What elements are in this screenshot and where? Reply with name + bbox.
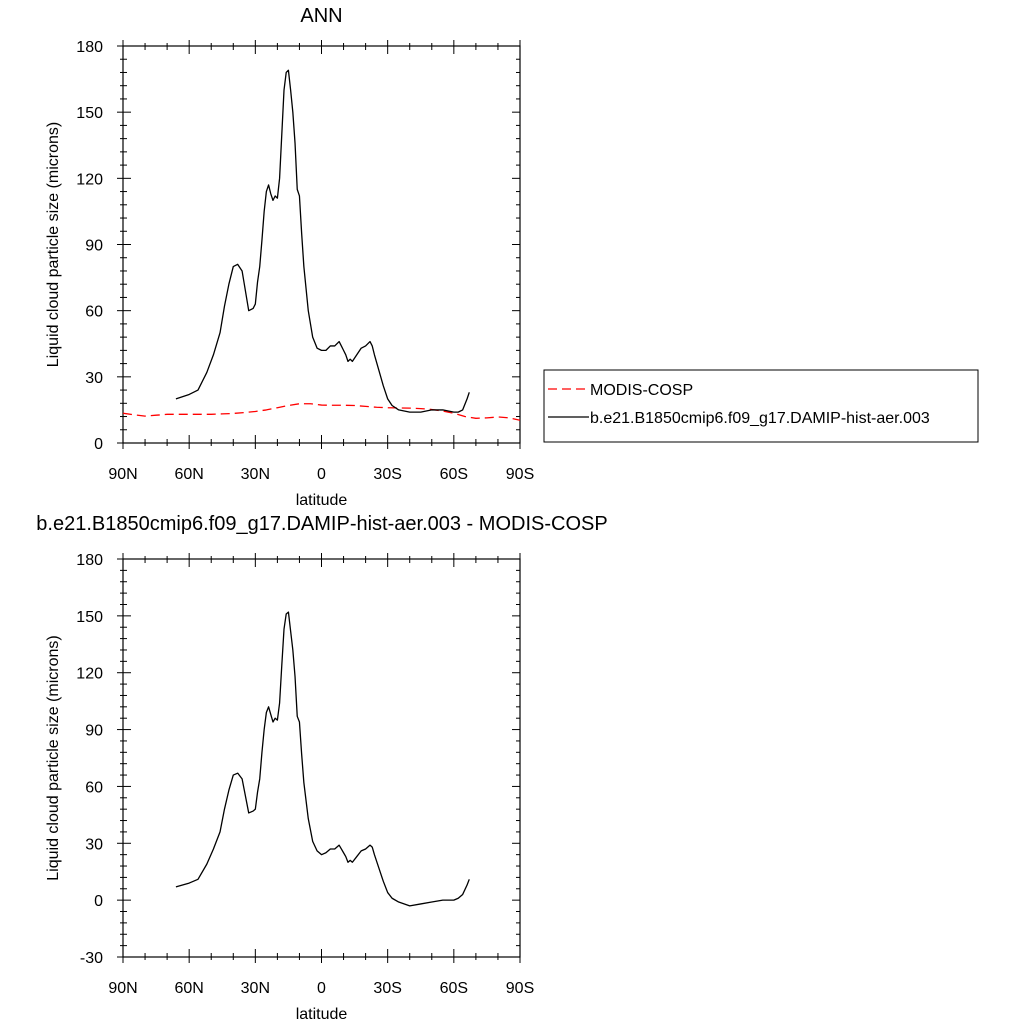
x-tick-label: 30N — [241, 980, 270, 997]
series-line-modis-cosp — [122, 403, 521, 421]
bottom-chart-difference: b.e21.B1850cmip6.f09_g17.DAMIP-hist-aer.… — [36, 513, 607, 1023]
top-chart-ann: ANN 0 30 60 90 120 150 180 90N 60N 30N 0 30S 60S 90S la… — [45, 5, 534, 509]
x-tick-label: 0 — [317, 980, 326, 997]
y-tick-label: 120 — [76, 171, 103, 188]
plot-frame — [122, 558, 521, 958]
x-tick-label: 60N — [174, 980, 203, 997]
y-tick-label: 150 — [76, 609, 103, 626]
x-tick-label: 90N — [108, 980, 137, 997]
legend-box — [543, 369, 979, 443]
x-tick-label: 30S — [373, 466, 401, 483]
legend: MODIS-COSP b.e21.B1850cmip6.f09_g17.DAMIP… — [543, 369, 979, 443]
series-line-model — [175, 69, 470, 413]
y-tick-label: 90 — [85, 238, 103, 255]
x-tick-label: 30N — [241, 466, 270, 483]
legend-entry: b.e21.B1850cmip6.f09_g17.DAMIP-hist-aer.… — [590, 410, 930, 427]
x-tick-label: 30S — [373, 980, 401, 997]
x-tick-label: 90S — [506, 980, 534, 997]
y-tick-label: 60 — [85, 779, 103, 796]
x-tick-label: 0 — [317, 466, 326, 483]
x-axis-label: latitude — [296, 1006, 348, 1023]
chart-title: b.e21.B1850cmip6.f09_g17.DAMIP-hist-aer.… — [36, 513, 607, 535]
legend-entry: MODIS-COSP — [590, 382, 693, 399]
x-tick-label: 60S — [440, 980, 468, 997]
y-tick-label: 60 — [85, 304, 103, 321]
y-tick-label: 30 — [85, 370, 103, 387]
y-tick-label: 150 — [76, 105, 103, 122]
y-tick-label: -30 — [80, 950, 103, 967]
y-tick-label: 30 — [85, 836, 103, 853]
series-line-model — [175, 611, 470, 907]
y-tick-label: 90 — [85, 723, 103, 740]
y-tick-label: 0 — [94, 436, 103, 453]
x-tick-label: 90N — [108, 466, 137, 483]
plot-frame — [122, 45, 521, 444]
y-axis-label: Liquid cloud particle size (microns) — [45, 122, 62, 367]
chart-title: ANN — [300, 5, 342, 27]
y-tick-label: 180 — [76, 552, 103, 569]
x-axis-label: latitude — [296, 492, 348, 509]
x-tick-label: 60N — [174, 466, 203, 483]
y-tick-label: 120 — [76, 666, 103, 683]
x-tick-label: 90S — [506, 466, 534, 483]
y-axis-label: Liquid cloud particle size (microns) — [45, 635, 62, 880]
x-tick-label: 60S — [440, 466, 468, 483]
y-tick-label: 0 — [94, 893, 103, 910]
y-tick-label: 180 — [76, 39, 103, 56]
